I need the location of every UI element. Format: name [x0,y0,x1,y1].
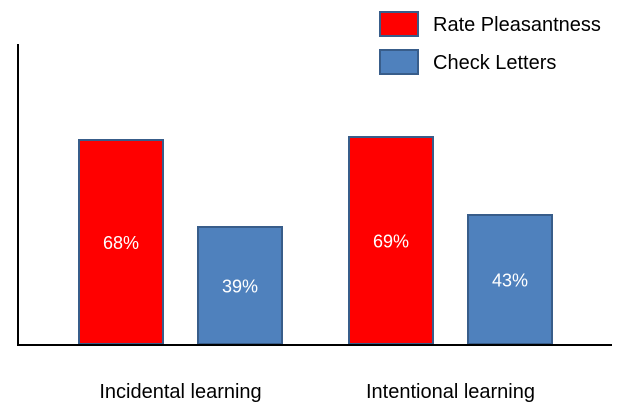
bar-intentional-learning-check-letters [467,214,553,345]
legend-label-rate-pleasantness: Rate Pleasantness [433,14,601,36]
legend-label-check-letters: Check Letters [433,52,556,74]
legend: Rate Pleasantness Check Letters [379,11,601,75]
data-label-incidental-learning-rate-pleasantness: 68% [103,233,139,253]
bar-incidental-learning-check-letters [197,226,283,345]
legend-swatch-check-letters [379,49,419,75]
bars-group [78,136,553,345]
legend-swatch-rate-pleasantness [379,11,419,37]
x-tick-label-incidental-learning: Incidental learning [99,381,261,403]
bar-intentional-learning-rate-pleasantness [348,136,434,345]
bar-incidental-learning-rate-pleasantness [78,139,164,345]
x-tick-label-intentional-learning: Intentional learning [366,381,535,403]
data-label-intentional-learning-rate-pleasantness: 69% [373,232,409,252]
x-tick-labels: Incidental learning Intentional learning [99,381,535,403]
legend-item-check-letters: Check Letters [379,49,556,75]
legend-item-rate-pleasantness: Rate Pleasantness [379,11,601,37]
bar-labels-group: 68% 39% 69% 43% [103,232,528,297]
data-label-incidental-learning-check-letters: 39% [222,277,258,297]
data-label-intentional-learning-check-letters: 43% [492,271,528,291]
